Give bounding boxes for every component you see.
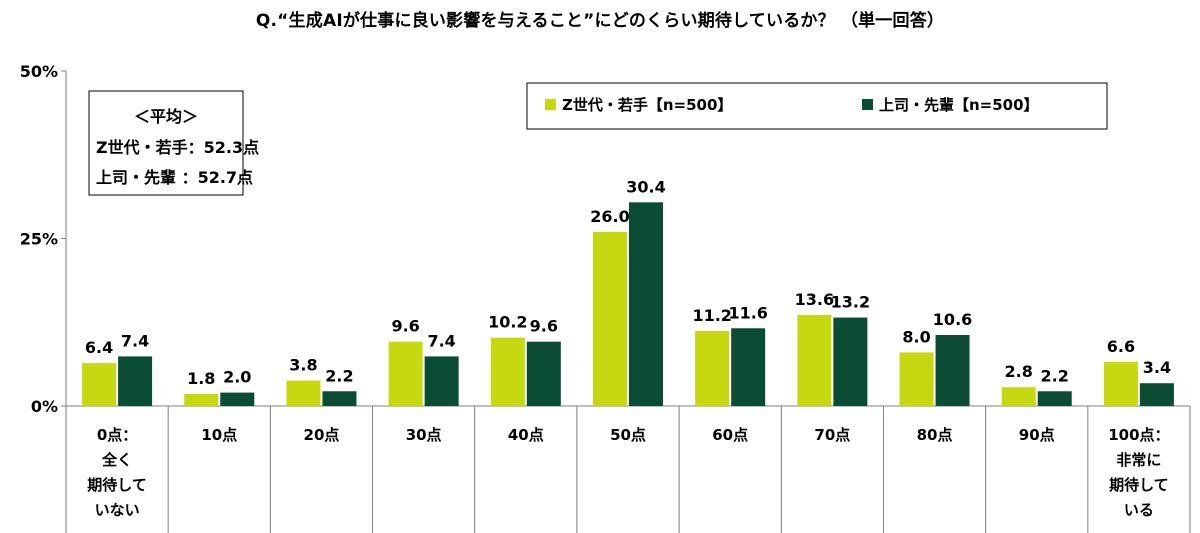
bar-series2: [118, 356, 153, 406]
data-label: 9.6: [391, 317, 419, 336]
legend-label-series1: Z世代・若手【n=500】: [562, 96, 732, 114]
bar-series1: [899, 352, 934, 406]
bar-series1: [797, 314, 832, 406]
data-label: 1.8: [187, 369, 215, 388]
category-label: 20点: [304, 426, 340, 444]
category-label: 80点: [917, 426, 953, 444]
bar-series1: [1001, 387, 1036, 406]
data-label: 6.6: [1107, 337, 1135, 356]
y-tick-label: 25%: [20, 230, 58, 249]
data-label: 10.2: [488, 313, 527, 332]
data-label: 2.8: [1005, 362, 1033, 381]
legend-swatch-series1: [545, 99, 556, 110]
data-label: 7.4: [121, 331, 149, 350]
category-label: 0点：: [97, 426, 137, 444]
bar-series1: [1103, 361, 1138, 406]
bar-series2: [1139, 383, 1174, 406]
bar-series1: [82, 363, 117, 406]
data-label: 3.8: [289, 356, 317, 375]
data-label: 2.2: [1041, 366, 1069, 385]
bar-series1: [184, 393, 219, 406]
category-label: 100点：: [1108, 426, 1169, 444]
bar-series1: [286, 380, 321, 406]
data-label: 7.4: [427, 331, 455, 350]
category-label: 60点: [712, 426, 748, 444]
category-label: 90点: [1019, 426, 1055, 444]
bars: [82, 202, 1174, 406]
bar-series1: [388, 341, 423, 406]
average-line-boss: 上司・先輩 ：52.7点: [96, 168, 253, 187]
category-label: 全く: [101, 451, 132, 469]
data-label: 2.2: [325, 366, 353, 385]
bar-series1: [490, 337, 525, 406]
average-heading: ＜平均＞: [134, 107, 198, 126]
category-label: 70点: [814, 426, 850, 444]
bar-series2: [322, 391, 357, 406]
bar-series2: [629, 202, 663, 406]
data-label: 26.0: [590, 207, 629, 226]
bar-series1: [593, 231, 627, 406]
category-label: 期待して: [87, 476, 147, 494]
average-box: ＜平均＞ Z世代・若手：52.3点 上司・先輩 ：52.7点: [88, 90, 259, 196]
data-label: 3.4: [1143, 358, 1171, 377]
bar-series2: [731, 328, 766, 406]
y-tick-label: 0%: [31, 397, 58, 416]
category-label: 非常に: [1116, 451, 1161, 469]
bar-series1: [695, 330, 730, 406]
data-label: 11.2: [692, 306, 731, 325]
data-label: 30.4: [626, 177, 665, 196]
bar-series2: [1037, 391, 1072, 406]
data-label: 6.4: [85, 338, 113, 357]
data-label: 2.0: [223, 368, 251, 387]
data-label: 13.2: [831, 293, 870, 312]
data-label: 11.6: [728, 303, 767, 322]
bar-series2: [220, 392, 255, 406]
bar-series2: [526, 341, 561, 406]
bar-series2: [935, 334, 970, 406]
y-tick-label: 50%: [20, 62, 58, 81]
legend-swatch-series2: [862, 99, 873, 110]
bar-series2: [424, 356, 459, 406]
chart-title: Q.“生成AIが仕事に良い影響を与えること”にどのくらい期待しているか？ （単一…: [255, 11, 945, 31]
data-labels: 6.41.83.89.6 10.226.011.213.68.02.86.67.4…: [85, 177, 1171, 388]
category-label: 40点: [508, 426, 544, 444]
bar-series2: [833, 317, 868, 406]
data-label: 8.0: [902, 327, 930, 346]
data-label: 13.6: [795, 290, 834, 309]
category-label: 10点: [201, 426, 237, 444]
legend: Z世代・若手【n=500】 上司・先輩【n=500】: [526, 82, 1108, 130]
category-label: いる: [1124, 501, 1154, 519]
category-label: いない: [95, 501, 140, 519]
category-label: 30点: [406, 426, 442, 444]
legend-label-series2: 上司・先輩【n=500】: [879, 96, 1039, 114]
category-label: 50点: [610, 426, 646, 444]
category-label: 期待して: [1109, 476, 1169, 494]
data-label: 10.6: [933, 310, 972, 329]
data-label: 9.6: [530, 317, 558, 336]
average-line-gen-z: Z世代・若手：52.3点: [96, 138, 259, 157]
